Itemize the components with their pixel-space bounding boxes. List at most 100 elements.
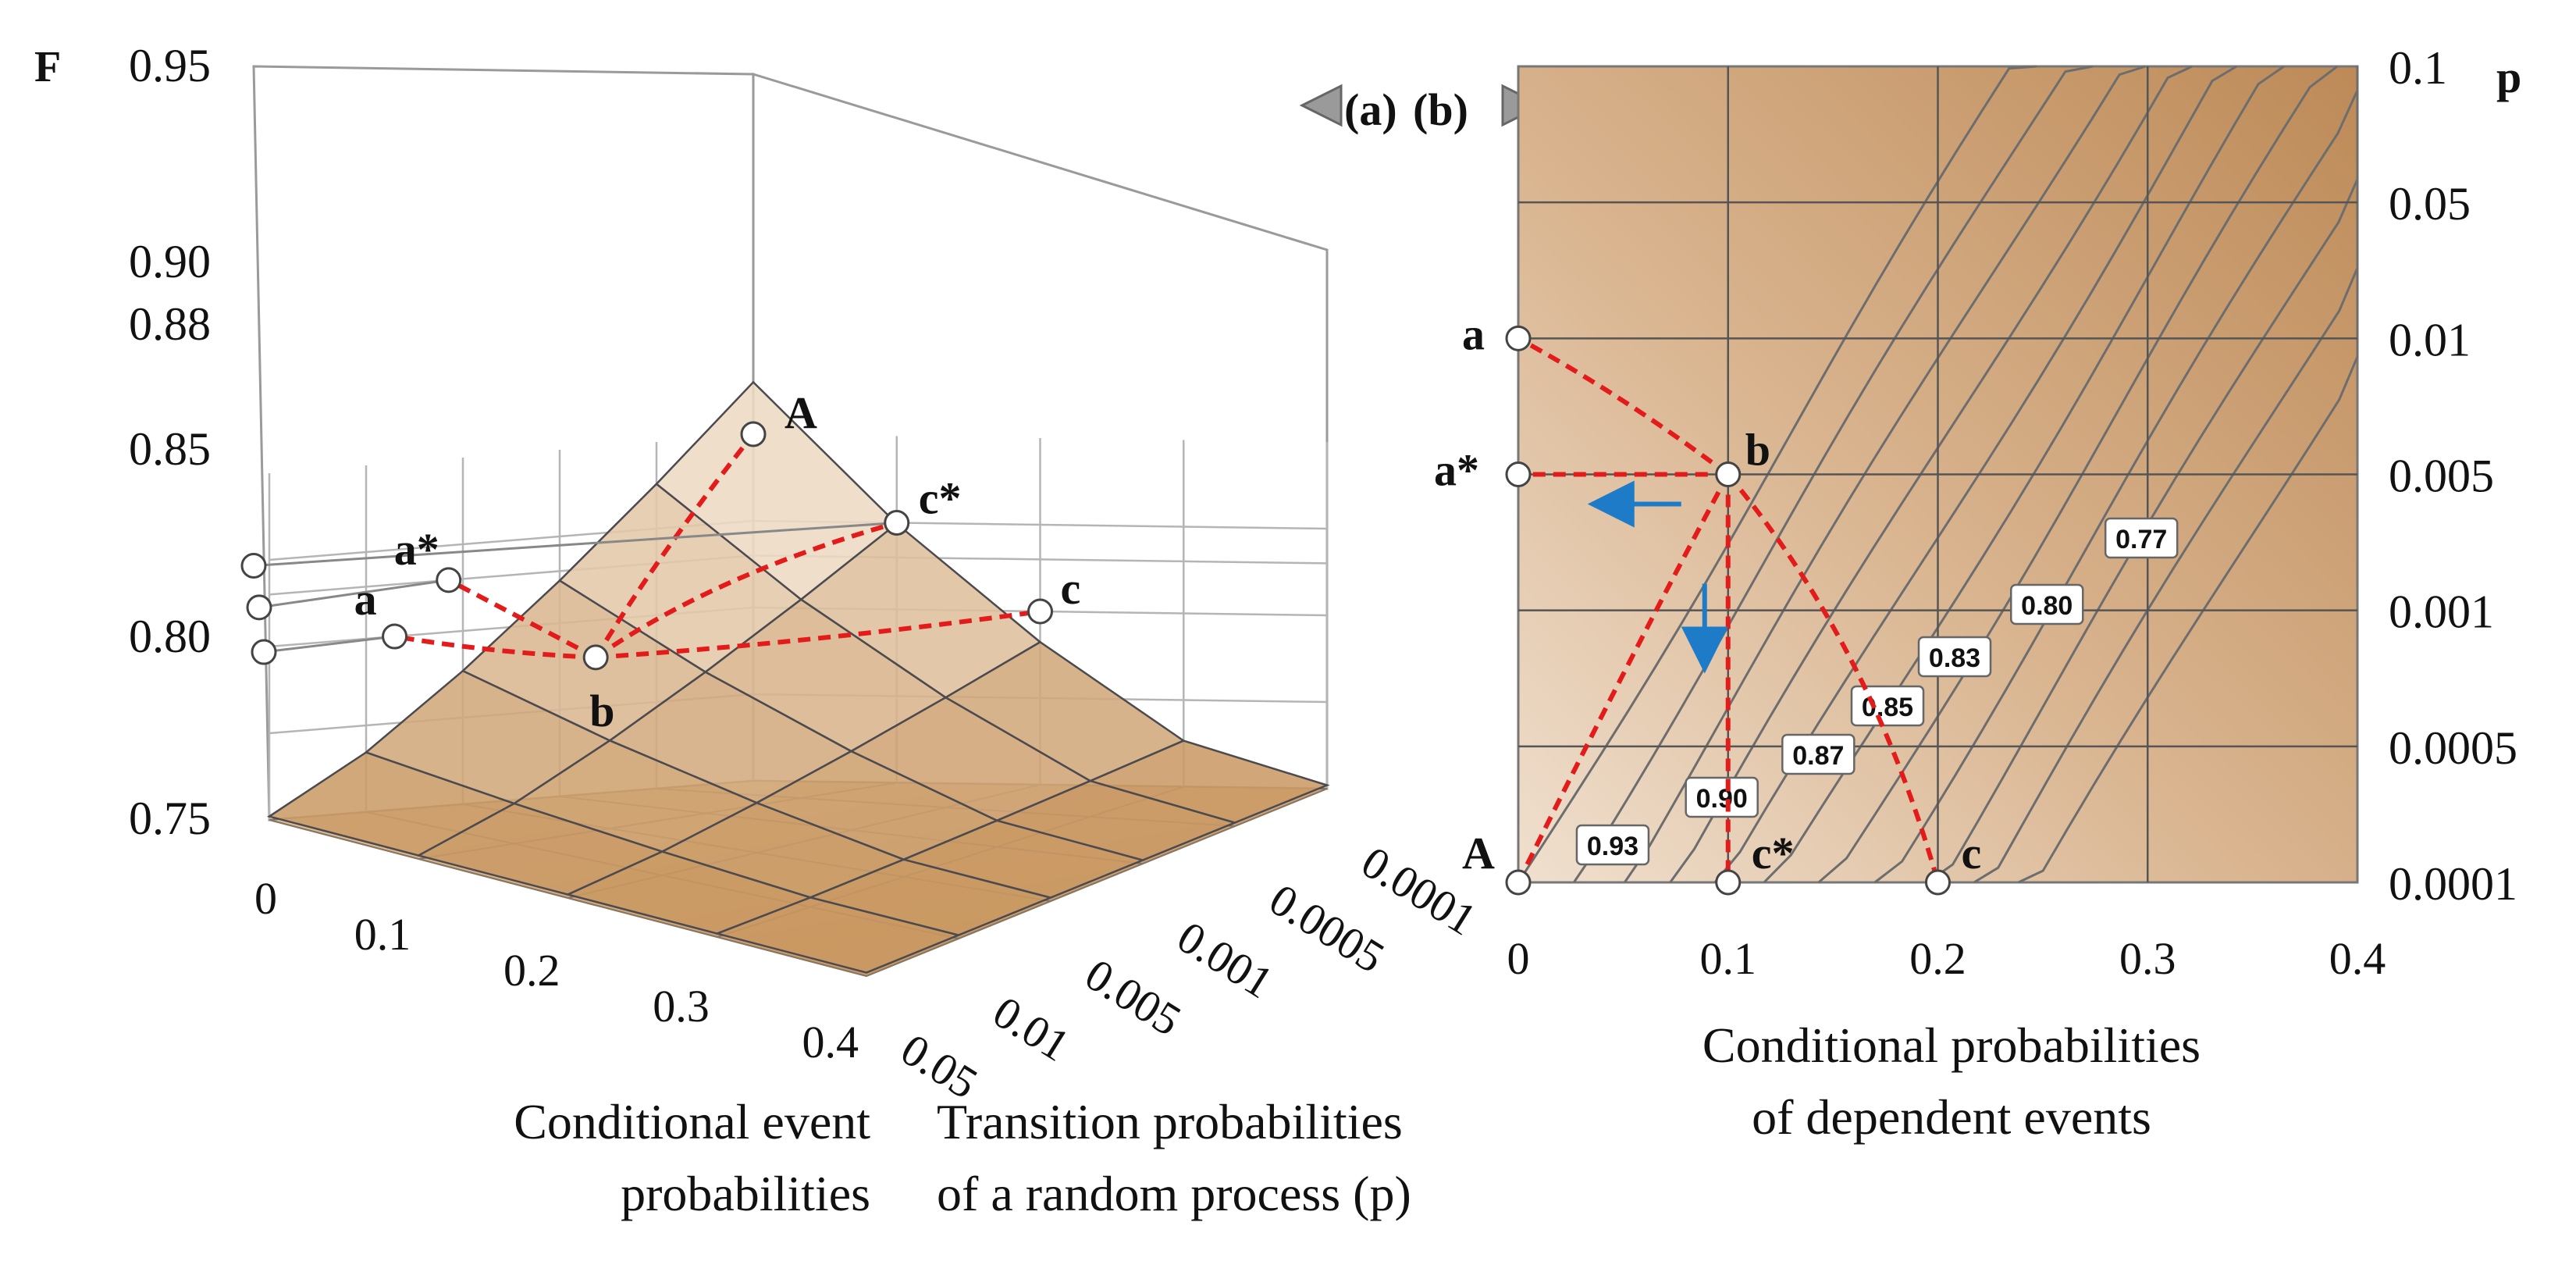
contour-lines xyxy=(1517,65,2359,884)
contour-line xyxy=(1873,66,2359,884)
contour-label: 0.77 xyxy=(2115,525,2167,554)
red-path xyxy=(593,433,756,659)
contour-label-box xyxy=(2010,583,2084,625)
point-marker-b xyxy=(1715,461,1742,487)
blue-direction-arrows xyxy=(1587,480,1728,674)
contour-line xyxy=(1517,65,2037,883)
x-tick-label-a: 0.2 xyxy=(503,945,560,996)
z-axis-marker xyxy=(246,594,272,621)
x-tick-label-b: 0.2 xyxy=(1909,933,1966,984)
y-tick-label-b: 0.05 xyxy=(2389,178,2471,230)
contour-label-box xyxy=(1685,776,1759,818)
point-marker-c xyxy=(1027,598,1053,625)
point-marker-A xyxy=(1505,869,1532,896)
point-label-a*: a* xyxy=(1434,445,1479,496)
red-path xyxy=(595,609,1041,660)
y-tick-label-b: 0.01 xyxy=(2389,314,2471,365)
red-path xyxy=(394,634,596,660)
x-tick-label-a: 0.3 xyxy=(653,981,710,1032)
y-tick-label-b: 0.1 xyxy=(2389,42,2447,94)
x-axis-ticks-b: 0 0.1 0.2 0.3 0.4 xyxy=(1507,933,2386,984)
y-tick-label-b: 0.005 xyxy=(2389,451,2494,502)
x-tick-label-b: 0.3 xyxy=(2119,933,2176,984)
contour-red-paths xyxy=(1516,336,1941,884)
contour-label-box xyxy=(1781,733,1856,775)
red-path xyxy=(447,578,597,660)
x-tick-label-a: 0.4 xyxy=(802,1017,859,1067)
contour-label: 0.83 xyxy=(1929,643,1980,673)
x-tick-label-a: 0 xyxy=(254,873,277,924)
x-axis-label-a-line2: probabilities xyxy=(621,1166,870,1221)
z-axis-label: F xyxy=(34,43,61,91)
y-axis-label-a-line1: Transition probabilities xyxy=(937,1094,1403,1149)
contour-line xyxy=(1927,66,2359,884)
contour-line xyxy=(2018,66,2359,884)
x-tick-label-b: 0 xyxy=(1507,933,1530,984)
z-axis-marker xyxy=(240,553,267,579)
red-path xyxy=(1726,472,1941,883)
point-label-A: A xyxy=(785,387,817,438)
y-tick-label-b: 0.001 xyxy=(2389,586,2494,638)
point-label-b: b xyxy=(589,686,614,736)
contour-label: 0.93 xyxy=(1587,832,1638,861)
contour-label-box xyxy=(2104,517,2179,559)
point-label-c*: c* xyxy=(919,473,962,524)
contour-label: 0.87 xyxy=(1792,741,1844,771)
red-path xyxy=(1516,473,1731,884)
point-label-c: c xyxy=(1061,563,1081,614)
z-tick-label: 0.85 xyxy=(129,423,211,475)
z-axis-guides xyxy=(253,522,897,654)
contour-label-box xyxy=(1575,824,1650,866)
z-tick-label: 0.88 xyxy=(129,298,211,350)
contour-line xyxy=(1572,65,2094,883)
point-label-b: b xyxy=(1745,425,1770,476)
surface-plot-panel: Ac* a* a b c 0.95 0.90 0.88 0.85 0.80 0.75 F 0 0.1… xyxy=(34,40,1485,1221)
contour-label-box xyxy=(1917,636,1992,678)
x-axis-label-b-line1: Conditional probabilities xyxy=(1703,1017,2201,1073)
point-label-c*: c* xyxy=(1752,828,1795,878)
panel-label-a: (a) xyxy=(1344,84,1397,135)
point-marker-c* xyxy=(884,510,910,536)
x-tick-label-b: 0.4 xyxy=(2329,933,2386,984)
panel-label-b: (b) xyxy=(1413,84,1468,135)
contour-label-box xyxy=(1850,685,1925,727)
y-tick-label-a: 0.005 xyxy=(1076,949,1190,1046)
point-marker-c xyxy=(1925,869,1951,896)
z-tick-label: 0.75 xyxy=(129,793,211,844)
y-tick-label-b: 0.0005 xyxy=(2389,722,2517,774)
point-marker-a* xyxy=(1505,461,1532,487)
contour-line xyxy=(1669,65,2193,883)
point-label-A: A xyxy=(1462,828,1495,878)
y-tick-label-a: 0.01 xyxy=(984,986,1079,1071)
z-tick-label: 0.95 xyxy=(129,40,211,91)
x-axis-label-a-line1: Conditional event xyxy=(514,1094,870,1149)
red-path xyxy=(1517,336,1730,476)
z-axis-marker xyxy=(251,639,277,665)
x-tick-label-b: 0.1 xyxy=(1700,933,1757,984)
point-label-a: a xyxy=(1462,308,1485,359)
surface-cell xyxy=(1087,739,1330,824)
z-axis-ticks: 0.95 0.90 0.88 0.85 0.80 0.75 xyxy=(129,40,211,844)
contour-value-labels: 0.930.900.870.850.830.800.77 xyxy=(1575,517,2179,866)
surface-point-markers: Ac* a* a b c xyxy=(240,387,1081,736)
contour-line xyxy=(1817,65,2339,884)
z-tick-label: 0.80 xyxy=(129,611,211,662)
point-marker-A xyxy=(740,421,767,447)
surface-mesh xyxy=(266,380,1330,974)
panel-nav: (a) (b) xyxy=(1299,84,1545,135)
point-marker-c* xyxy=(1715,869,1742,896)
prev-panel-icon[interactable] xyxy=(1299,84,1343,127)
point-marker-b xyxy=(582,644,609,671)
surface-red-paths xyxy=(394,433,1041,660)
contour-label: 0.80 xyxy=(2021,591,2073,621)
contour-label: 0.90 xyxy=(1696,784,1748,814)
z-tick-label: 0.90 xyxy=(129,236,211,287)
point-marker-a xyxy=(1505,325,1532,351)
contour-point-markers: a a* b A c* c xyxy=(1434,308,1981,896)
y-axis-ticks-b: 0.1 0.05 0.01 0.005 0.001 0.0005 0.0001 xyxy=(2389,42,2517,910)
x-axis-label-b-line2: of dependent events xyxy=(1752,1089,2151,1145)
point-marker-a xyxy=(382,623,408,650)
y-tick-label-a: 0.001 xyxy=(1169,911,1282,1008)
